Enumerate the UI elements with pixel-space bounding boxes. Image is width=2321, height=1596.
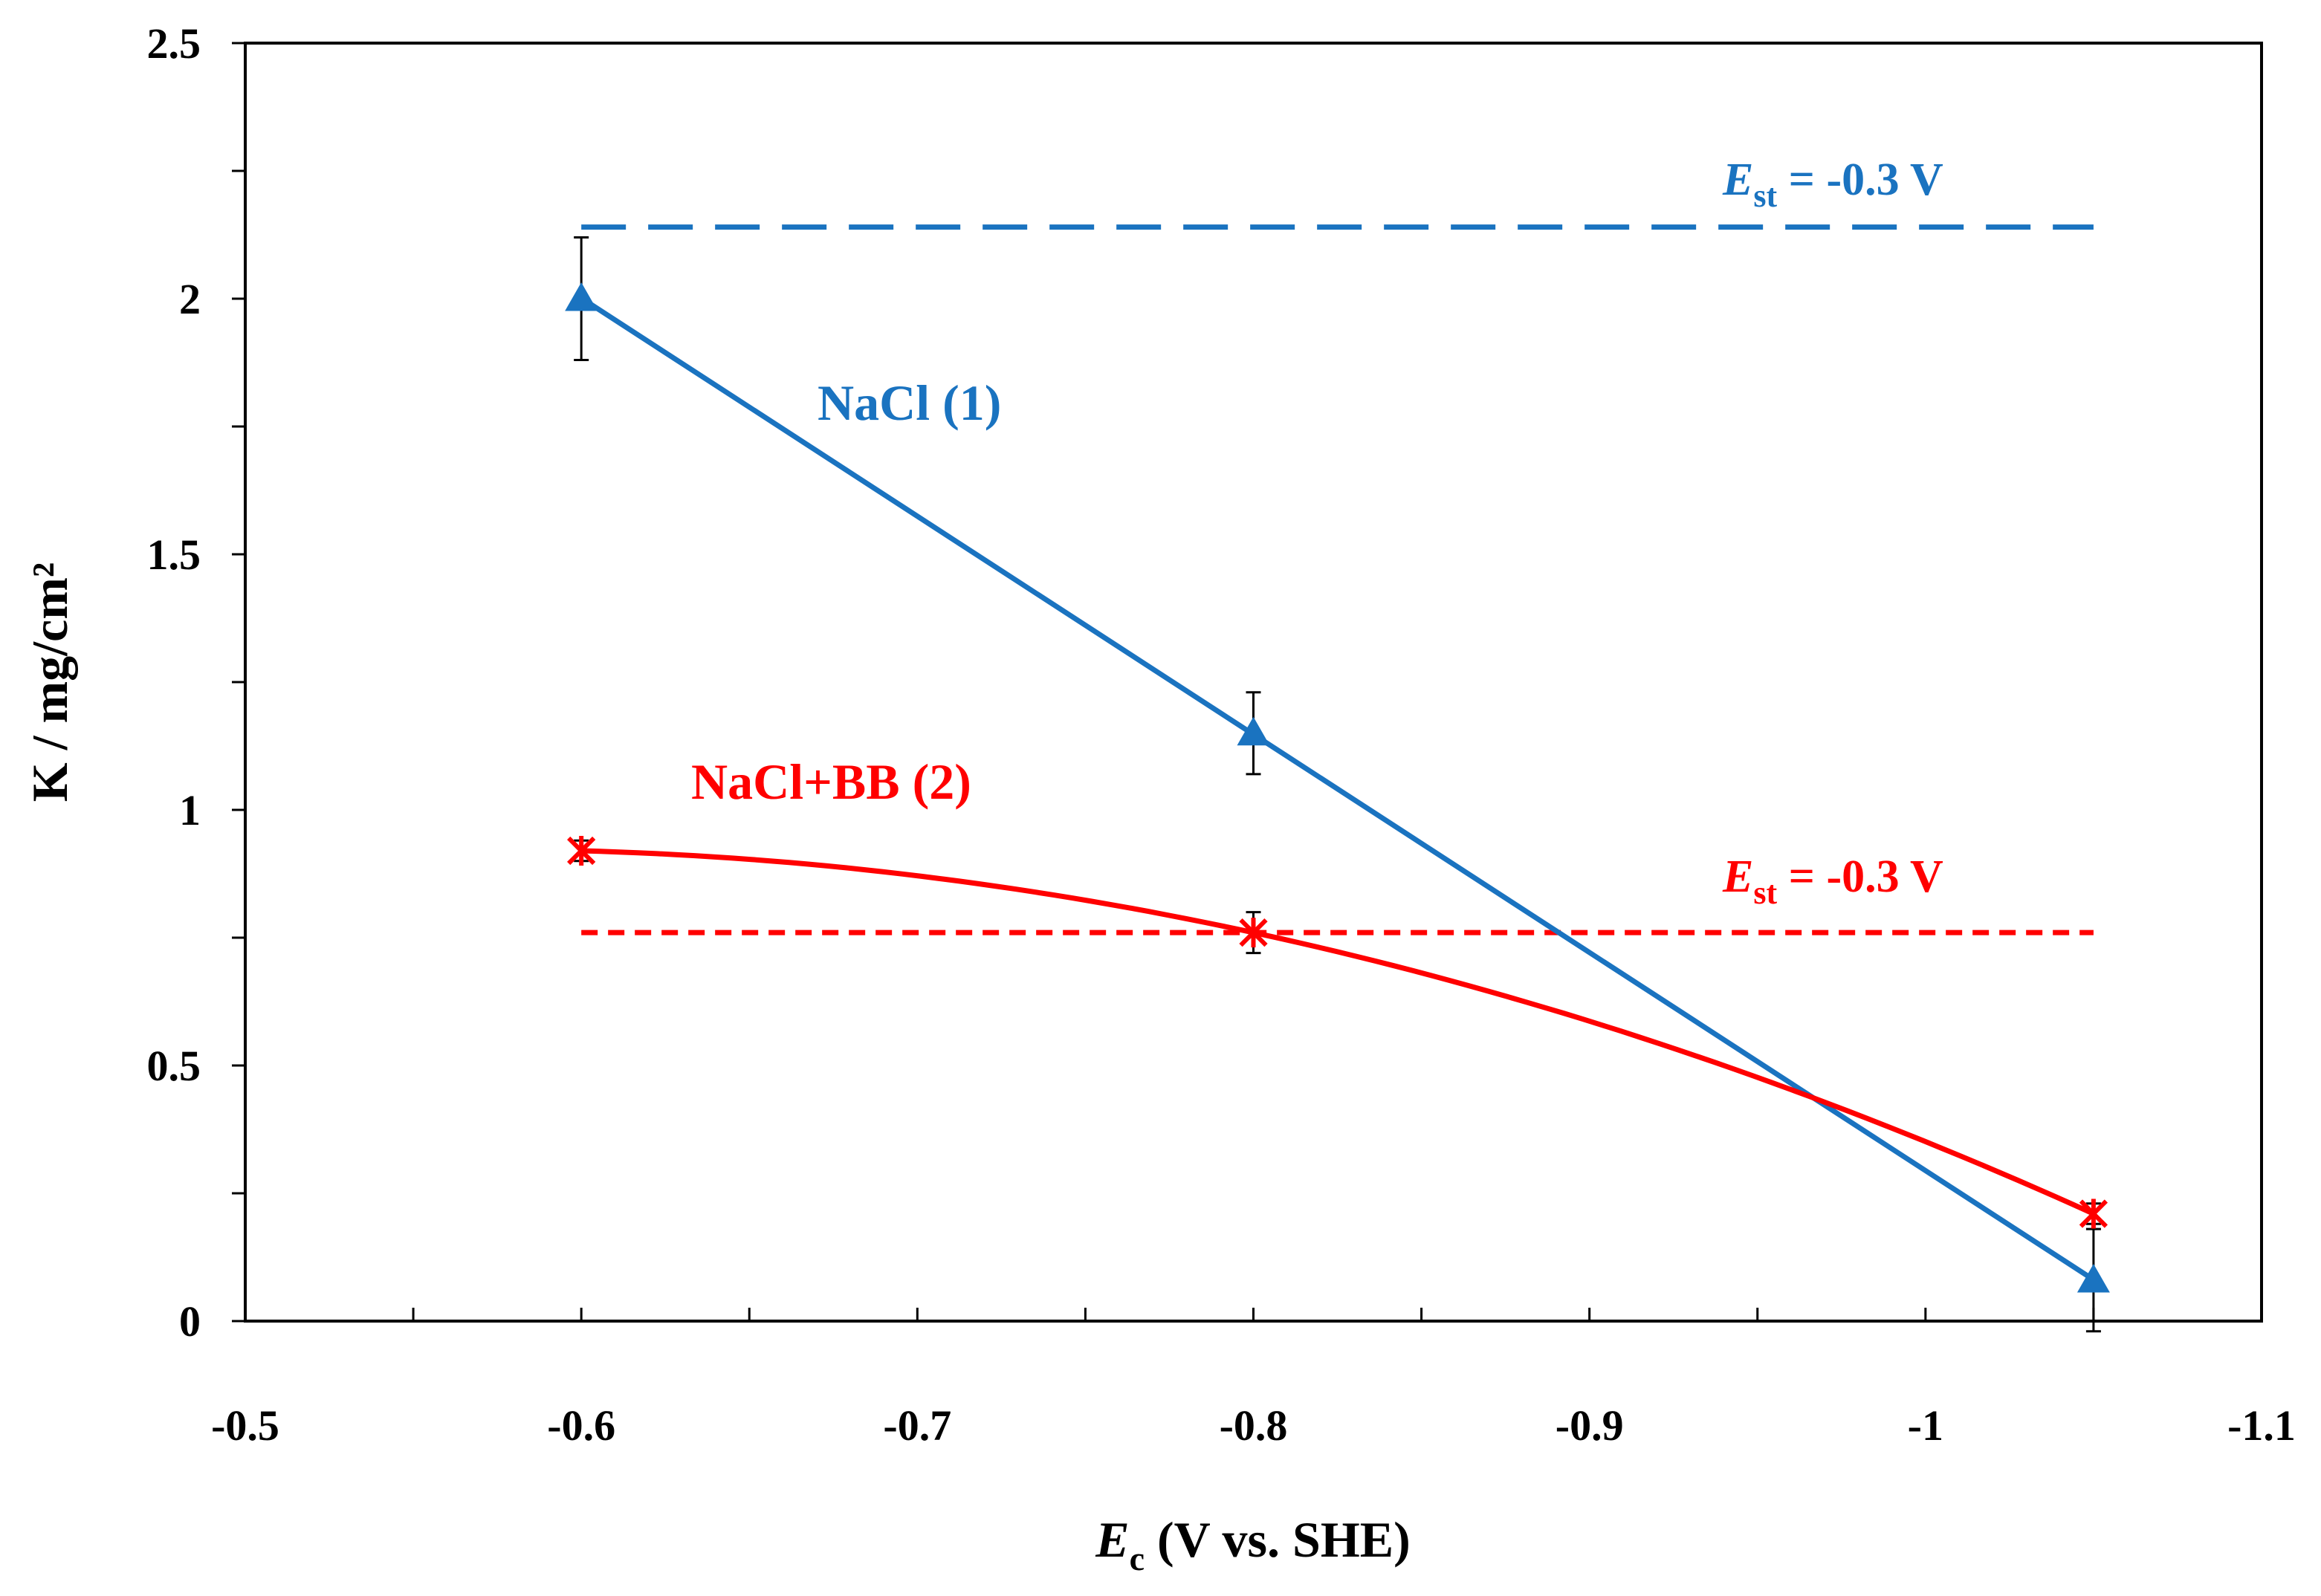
data-point xyxy=(1239,918,1268,948)
trend-curve xyxy=(581,848,2095,1216)
data-point xyxy=(565,282,598,311)
data-point xyxy=(2079,1198,2108,1229)
x-tick-label: -1.1 xyxy=(2227,1401,2296,1450)
x-axis-title: Ec (V vs. SHE) xyxy=(1095,1511,1410,1577)
data-point xyxy=(1237,716,1270,746)
x-tick-label: -0.9 xyxy=(1556,1401,1624,1450)
series-nacl-bb xyxy=(567,836,2108,1229)
x-tick-label: -0.6 xyxy=(547,1401,615,1450)
reference-lines xyxy=(581,224,2094,935)
x-tick-label: -0.7 xyxy=(883,1401,951,1450)
y-tick-label: 1.5 xyxy=(147,531,201,579)
y-tick-label: 2.5 xyxy=(147,19,201,68)
label-est-blue: Est = -0.3 V xyxy=(1722,155,1943,214)
y-tick-label: 0 xyxy=(179,1297,201,1346)
plot-area xyxy=(244,42,2263,1323)
y-tick-label: 2 xyxy=(179,275,201,323)
trend-line xyxy=(580,296,2095,1282)
y-axis-title: K / mg/cm² xyxy=(22,562,78,802)
label-nacl: NaCl (1) xyxy=(818,374,1001,431)
series-layer xyxy=(565,236,2110,1333)
axis-ticks: 0 0.5 1 1.5 2 2.5 -0.5 -0.6 -0.7 -0.8 -0.9 -1 -1.1 xyxy=(147,19,2296,1450)
x-tick-label: -0.5 xyxy=(211,1401,279,1450)
y-tick-label: 0.5 xyxy=(147,1042,201,1090)
data-point xyxy=(567,836,596,866)
x-tick-label: -1 xyxy=(1908,1401,1943,1450)
y-tick-label: 1 xyxy=(179,786,201,834)
data-point xyxy=(2076,1263,2110,1293)
series-nacl xyxy=(565,236,2110,1333)
label-nacl-bb: NaCl+BB (2) xyxy=(691,753,971,810)
x-tick-label: -0.8 xyxy=(1220,1401,1288,1450)
label-est-red: Est = -0.3 V xyxy=(1722,851,1943,911)
